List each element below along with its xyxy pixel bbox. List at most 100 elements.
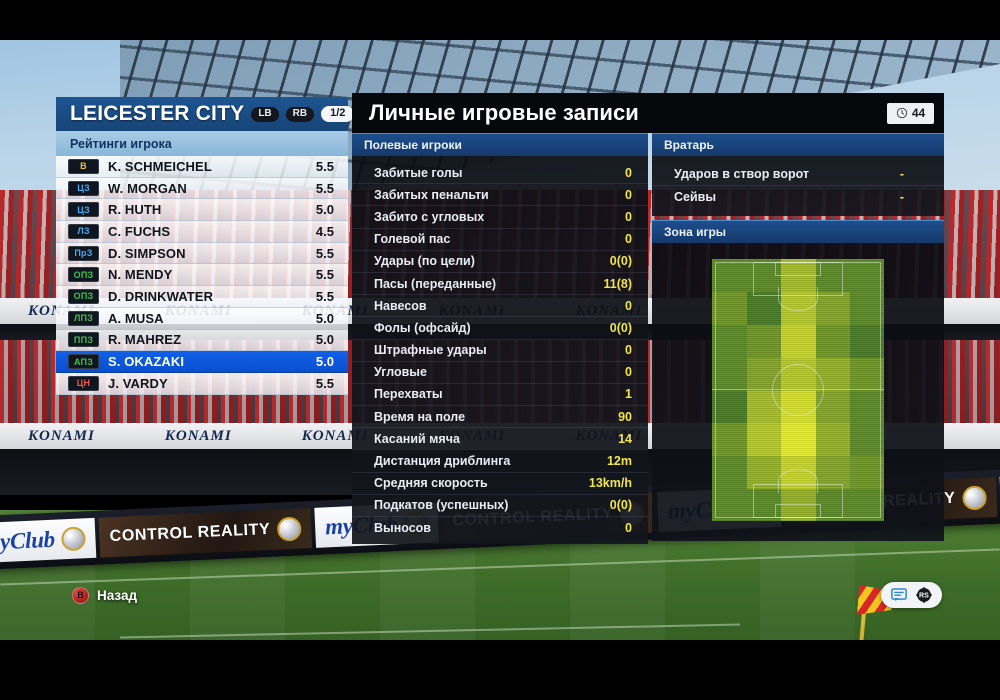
player-name: K. SCHMEICHEL — [108, 158, 212, 174]
bottom-action-bar: B Назад RS — [0, 578, 1000, 612]
stat-row: Перехваты 1 — [352, 384, 648, 407]
stat-row: Пасы (переданные) 11(8) — [352, 273, 648, 296]
position-badge: ЦН — [68, 375, 99, 391]
position-badge: ЦЗ — [68, 180, 99, 196]
right-stick-icon: RS — [915, 586, 933, 604]
stat-label: Средняя скорость — [374, 476, 488, 491]
stat-row: Удары (по цели) 0(0) — [352, 251, 648, 273]
player-row[interactable]: ЛПЗ A. MUSA 5.0 — [56, 307, 348, 330]
heatmap-cell — [712, 259, 747, 293]
player-rating: 5.5 — [315, 158, 334, 174]
goalkeeper-stats-list: Ударов в створ ворот - Сейвы - — [652, 156, 944, 216]
player-ratings-panel: LEICESTER CITY LB RB 1/2 Рейтинги игрока… — [56, 97, 355, 395]
heatmap-cell — [815, 259, 851, 293]
stat-label: Угловые — [374, 365, 427, 380]
position-badge: ОПЗ — [68, 288, 99, 304]
stat-label: Касаний мяча — [374, 431, 460, 446]
player-rating: 5.5 — [315, 267, 334, 283]
player-row[interactable]: ОПЗ N. MENDY 5.5 — [56, 264, 348, 287]
heatmap-cell — [746, 455, 782, 489]
stat-value: 0 — [625, 187, 632, 202]
stat-label: Забитых пенальти — [374, 187, 489, 202]
ball-icon — [962, 485, 988, 511]
heatmap-cell — [712, 488, 747, 521]
stat-row: Штрафные удары 0 — [352, 340, 648, 362]
stat-row: Дистанция дриблинга 12m — [352, 450, 648, 473]
stat-row: Средняя скорость 13km/h — [352, 473, 648, 495]
personal-records-panel: Личные игровые записи 44 Полевые игроки … — [352, 93, 944, 545]
player-name: R. MAHREZ — [108, 332, 182, 348]
player-row[interactable]: ЛЗ C. FUCHS 4.5 — [56, 221, 348, 243]
player-row[interactable]: В K. SCHMEICHEL 5.5 — [56, 156, 348, 178]
stat-label: Удары (по цели) — [374, 254, 475, 269]
stat-label: Штрафные удары — [374, 343, 487, 358]
player-list: В K. SCHMEICHEL 5.5 ЦЗ W. MORGAN 5.5 ЦЗ R. HUTH… — [56, 156, 348, 395]
stat-label: Время на поле — [374, 409, 466, 424]
back-button[interactable]: B Назад — [72, 586, 138, 604]
letterbox-bottom — [0, 640, 1000, 700]
stat-label: Навесов — [374, 298, 427, 313]
match-clock-value: 44 — [911, 106, 926, 120]
heatmap-cell — [712, 324, 747, 358]
player-name: D. SIMPSON — [108, 245, 186, 261]
page-title: Личные игровые записи — [369, 100, 639, 125]
records-title-bar: Личные игровые записи 44 — [352, 93, 944, 133]
player-ratings-subheader: Рейтинги игрока — [56, 131, 348, 156]
stat-value: 0 — [625, 365, 632, 380]
stat-value: 11(8) — [603, 276, 633, 291]
heatmap-cell — [849, 291, 884, 326]
player-row[interactable]: ПрЗ D. SIMPSON 5.5 — [56, 242, 348, 265]
stat-label: Ударов в створ ворот — [674, 166, 810, 181]
stat-value: 0(0) — [609, 498, 632, 513]
position-badge: ОПЗ — [68, 267, 99, 283]
stat-row: Сейвы - — [652, 186, 944, 209]
player-row[interactable]: АПЗ S. OKAZAKI 5.0 — [56, 351, 348, 373]
outfield-section-header: Полевые игроки — [352, 133, 648, 156]
stat-value: 0(0) — [609, 320, 632, 335]
player-row[interactable]: ЦН J. VARDY 5.5 — [56, 372, 348, 395]
player-rating: 5.5 — [315, 180, 334, 196]
player-row[interactable]: ЦЗ R. HUTH 5.0 — [56, 199, 348, 222]
stat-row: Угловые 0 — [352, 362, 648, 384]
stat-row: Выносов 0 — [352, 517, 648, 539]
stat-row: Ударов в створ ворот - — [652, 163, 944, 186]
control-hints[interactable]: RS — [881, 582, 942, 608]
player-row[interactable]: ЦЗ W. MORGAN 5.5 — [56, 177, 348, 200]
stat-value: 0 — [625, 232, 632, 247]
stat-value: 90 — [618, 409, 632, 424]
player-name: C. FUCHS — [108, 223, 171, 239]
stat-label: Забитые голы — [374, 165, 463, 180]
heatmap-cell — [849, 324, 884, 358]
player-name: J. VARDY — [108, 375, 168, 391]
led-panel-myclub: myClub — [0, 517, 97, 564]
club-name: LEICESTER CITY — [70, 102, 245, 125]
player-rating: 5.5 — [315, 288, 334, 304]
zone-body — [652, 243, 944, 541]
konami-text: KONAMI — [301, 427, 369, 444]
stat-value: 0 — [625, 209, 632, 224]
player-row[interactable]: ОПЗ D. DRINKWATER 5.5 — [56, 286, 348, 308]
heatmap-cell — [849, 488, 884, 521]
heatmap-cell — [780, 422, 816, 457]
player-rating: 5.5 — [315, 375, 334, 391]
letterbox-top — [0, 0, 1000, 40]
heatmap-cell — [712, 422, 747, 457]
rb-bumper-icon[interactable]: RB — [285, 106, 315, 122]
stat-value: 0 — [625, 165, 632, 180]
stat-value: 14 — [618, 431, 632, 446]
lb-bumper-icon[interactable]: LB — [251, 106, 279, 122]
heatmap-cell — [746, 291, 782, 326]
stat-row: Забитые голы 0 — [352, 162, 648, 185]
player-rating: 5.0 — [315, 354, 334, 370]
heatmap-cell — [849, 357, 884, 391]
stat-row: Забитых пенальти 0 — [352, 184, 648, 207]
heatmap-cell — [815, 455, 851, 489]
comment-icon — [891, 588, 907, 602]
stat-value: 0(0) — [609, 254, 632, 269]
player-row[interactable]: ППЗ R. MAHREZ 5.0 — [56, 329, 348, 352]
stat-label: Перехваты — [374, 387, 443, 402]
stat-label: Выносов — [374, 521, 431, 536]
back-button-label: Назад — [97, 587, 138, 603]
stat-row: Касаний мяча 14 — [352, 428, 648, 451]
